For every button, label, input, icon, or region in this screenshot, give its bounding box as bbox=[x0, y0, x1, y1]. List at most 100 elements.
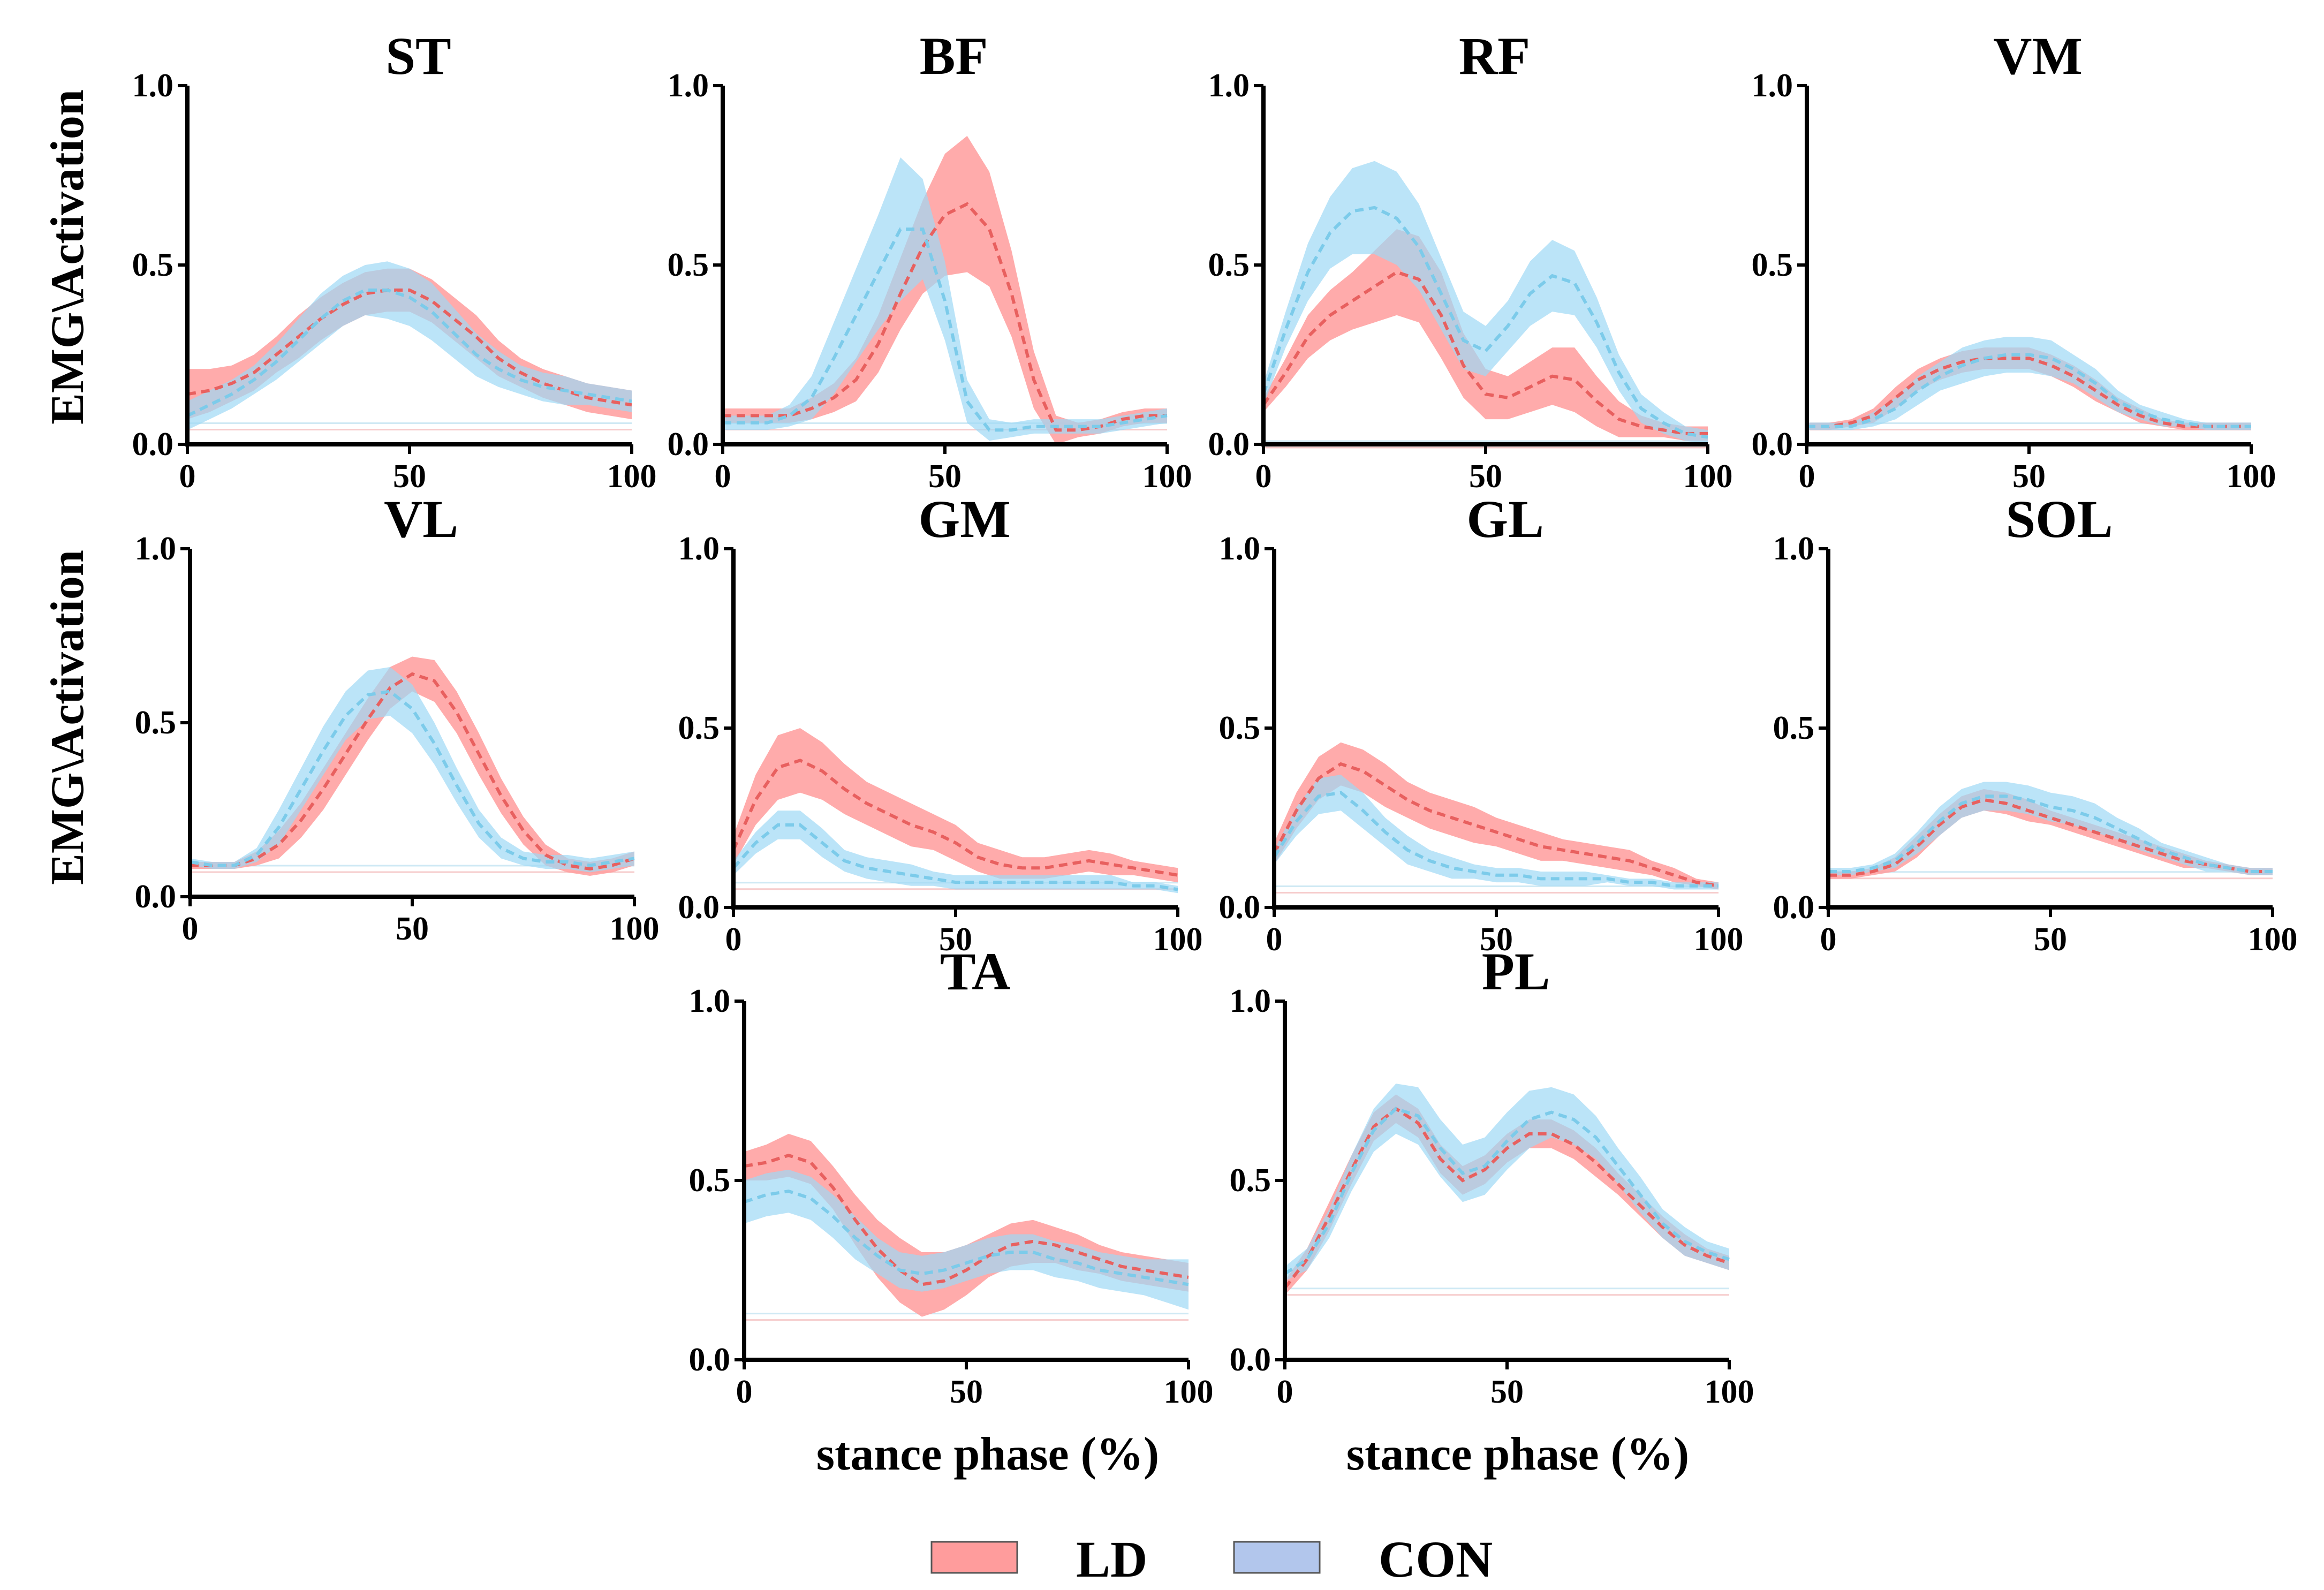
panel-vm: 0.0 0.5 1.0 0 50 100 VM bbox=[1752, 26, 2276, 495]
x-tick-label: 0 bbox=[1255, 458, 1272, 495]
x-tick-label: 100 bbox=[1153, 921, 1203, 958]
panel-st: 0.0 0.5 1.0 0 50 100 ST bbox=[132, 26, 657, 495]
mean-line-con bbox=[744, 1190, 1189, 1286]
x-tick-label: 50 bbox=[939, 921, 972, 958]
mean-line-con bbox=[186, 288, 632, 418]
mean-line-ld bbox=[744, 1153, 1189, 1286]
legend-swatch-con bbox=[1233, 1541, 1321, 1574]
x-tick-label: 100 bbox=[2248, 921, 2298, 958]
y-tick-label: 0.5 bbox=[1219, 710, 1261, 746]
mean-line-con bbox=[1807, 353, 2251, 428]
band-con bbox=[1285, 1084, 1729, 1281]
x-tick-label: 100 bbox=[1683, 458, 1733, 495]
x-tick-label: 0 bbox=[1799, 458, 1815, 495]
mean-line-con bbox=[1273, 791, 1719, 888]
band-con bbox=[1263, 161, 1708, 444]
panel-vl: 0.0 0.5 1.0 0 50 100 VL bbox=[135, 489, 660, 947]
mean-line-ld bbox=[1273, 762, 1719, 888]
x-tick-label: 0 bbox=[725, 921, 742, 958]
y-tick-label: 0.5 bbox=[1773, 710, 1815, 746]
legend: LD CON bbox=[930, 1531, 1493, 1588]
x-tick-label: 0 bbox=[1820, 921, 1837, 958]
panel-gm: 0.0 0.5 1.0 0 50 100 GM bbox=[678, 489, 1203, 958]
panel-pl: 0.0 0.5 1.0 0 50 100 PL bbox=[1230, 942, 1754, 1410]
mean-line-con bbox=[1284, 1107, 1730, 1275]
y-tick-label: 1.0 bbox=[1773, 531, 1815, 567]
y-tick-label: 0.5 bbox=[689, 1162, 731, 1199]
y-tick-label: 1.0 bbox=[689, 983, 731, 1019]
mean-line-ld bbox=[1283, 1107, 1730, 1289]
y-tick-label: 0.0 bbox=[132, 426, 174, 463]
x-tick-label: 100 bbox=[610, 911, 660, 947]
x-tick-label: 50 bbox=[1490, 1374, 1524, 1410]
panel-bf: 0.0 0.5 1.0 0 50 100 BF bbox=[668, 26, 1192, 495]
x-tick-label: 100 bbox=[1705, 1374, 1754, 1410]
mean-line-con bbox=[1262, 206, 1708, 439]
mean-line-ld bbox=[1262, 270, 1708, 435]
band-con bbox=[1807, 337, 2251, 430]
panel-ta: 0.0 0.5 1.0 0 50 100 TA bbox=[689, 942, 1214, 1410]
band-ld bbox=[733, 728, 1178, 883]
y-tick-label: 0.5 bbox=[1752, 247, 1793, 283]
legend-label-ld: LD bbox=[1076, 1531, 1147, 1588]
y-tick-label: 1.0 bbox=[1208, 67, 1250, 104]
mean-line-con bbox=[190, 690, 635, 867]
x-tick-label: 100 bbox=[1142, 458, 1192, 495]
panel-rf: 0.0 0.5 1.0 0 50 100 RF bbox=[1208, 26, 1733, 495]
x-tick-label: 100 bbox=[1164, 1374, 1214, 1410]
x-tick-label: 50 bbox=[2012, 458, 2046, 495]
band-con bbox=[744, 1169, 1189, 1310]
panel-sol: 0.0 0.5 1.0 0 50 100 SOL bbox=[1773, 489, 2298, 958]
x-tick-label: 50 bbox=[928, 458, 962, 495]
mean-line-ld bbox=[187, 288, 632, 407]
panel-title: RF bbox=[1459, 26, 1530, 86]
y-tick-label: 0.5 bbox=[1208, 247, 1250, 283]
y-tick-label: 0.5 bbox=[1230, 1162, 1271, 1199]
panels: 0.0 0.5 1.0 0 50 100 ST 0.0 0.5 1.0 0 50 100 BF 0.0 0.5… bbox=[132, 26, 2298, 1410]
y-tick-label: 0.0 bbox=[668, 426, 709, 463]
panel-title: BF bbox=[920, 26, 988, 86]
mean-line-con bbox=[723, 228, 1168, 432]
x-tick-label: 50 bbox=[2034, 921, 2067, 958]
y-tick-label: 0.0 bbox=[1219, 889, 1261, 926]
mean-line-ld bbox=[1807, 357, 2251, 428]
mean-line-ld bbox=[723, 202, 1167, 432]
panel-title: GM bbox=[919, 489, 1011, 549]
y-tick-label: 1.0 bbox=[1752, 67, 1793, 104]
x-tick-label: 50 bbox=[950, 1374, 983, 1410]
band-ld bbox=[1274, 742, 1719, 890]
panel-gl: 0.0 0.5 1.0 0 50 100 GL bbox=[1219, 489, 1744, 958]
y-tick-label: 0.0 bbox=[135, 879, 177, 915]
mean-line-con bbox=[1828, 794, 2273, 873]
band-ld bbox=[1263, 229, 1708, 441]
mean-line-ld bbox=[732, 759, 1178, 877]
x-tick-label: 0 bbox=[179, 458, 196, 495]
x-tick-label: 50 bbox=[1469, 458, 1502, 495]
x-tick-label: 50 bbox=[393, 458, 426, 495]
y-tick-label: 1.0 bbox=[668, 67, 709, 104]
y-tick-label: 0.0 bbox=[1773, 889, 1815, 926]
x-tick-label: 100 bbox=[2227, 458, 2276, 495]
y-axis-label-row1: EMG\Activation bbox=[42, 89, 94, 425]
mean-line-con bbox=[732, 823, 1178, 891]
x-tick-label: 50 bbox=[396, 911, 429, 947]
x-tick-label: 0 bbox=[715, 458, 731, 495]
x-tick-label: 0 bbox=[736, 1374, 753, 1410]
x-tick-label: 0 bbox=[1277, 1374, 1293, 1410]
band-con bbox=[1828, 782, 2273, 875]
panel-title: ST bbox=[385, 26, 451, 86]
legend-label-con: CON bbox=[1379, 1531, 1493, 1588]
panel-title: VL bbox=[384, 489, 458, 549]
y-tick-label: 0.5 bbox=[135, 705, 177, 741]
y-tick-label: 0.0 bbox=[1752, 426, 1793, 463]
band-ld bbox=[723, 135, 1167, 445]
panel-title: GL bbox=[1466, 489, 1543, 549]
y-tick-label: 0.0 bbox=[678, 889, 720, 926]
x-axis-label-pl: stance phase (%) bbox=[1346, 1428, 1689, 1480]
panel-title: TA bbox=[940, 942, 1011, 1001]
y-tick-label: 0.0 bbox=[689, 1342, 731, 1378]
y-tick-label: 0.5 bbox=[668, 247, 709, 283]
panel-title: PL bbox=[1482, 942, 1550, 1001]
y-tick-label: 0.5 bbox=[132, 247, 174, 283]
